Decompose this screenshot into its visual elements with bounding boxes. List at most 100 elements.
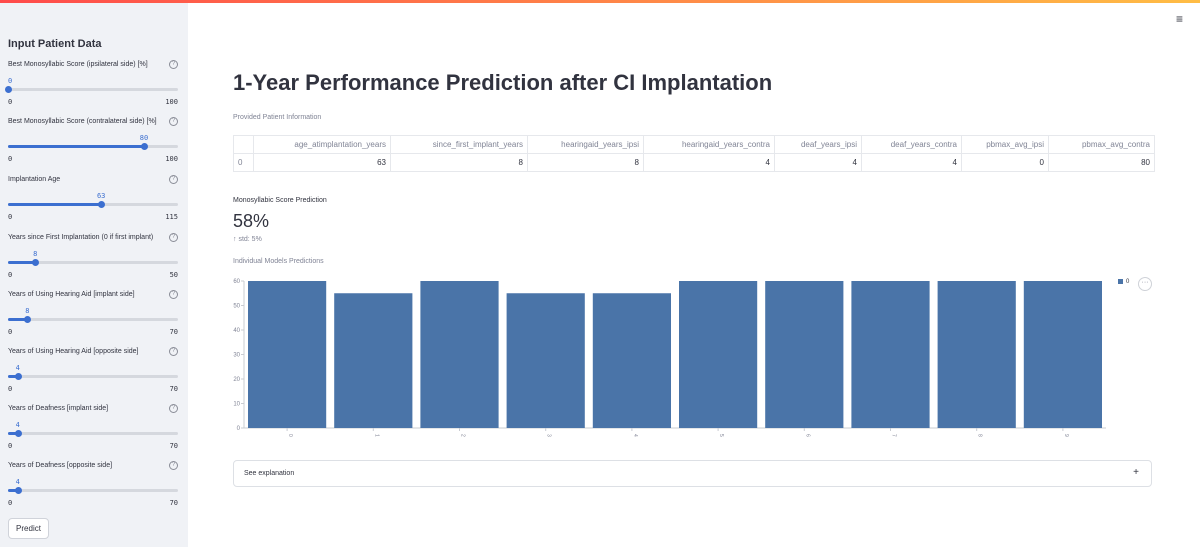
bar (506, 293, 585, 428)
slider-thumb[interactable] (14, 430, 22, 437)
slider-thumb[interactable] (5, 86, 12, 93)
x-tick-label: 2 (460, 434, 466, 437)
slider-track[interactable] (8, 201, 178, 208)
slider-max: 70 (169, 385, 178, 393)
column-header[interactable] (233, 135, 254, 154)
patient-info-table: age_atimplantation_years since_first_impl… (233, 135, 1155, 172)
slider-min: 0 (8, 271, 13, 279)
slider-track[interactable] (8, 373, 178, 380)
y-tick-label: 40 (233, 328, 240, 334)
slider-value: 63 (96, 192, 106, 200)
help-icon[interactable]: ? (169, 175, 178, 184)
table-cell: 0 (961, 153, 1049, 172)
slider-thumb[interactable] (14, 487, 22, 494)
metric-value: 58% (233, 211, 270, 231)
column-header[interactable]: pbmax_avg_contra (1048, 135, 1155, 154)
y-tick-label: 50 (233, 304, 240, 310)
slider-label: Years of Deafness [opposite side] (8, 462, 113, 469)
slider-min: 0 (8, 155, 13, 163)
slider-3[interactable]: Years since First Implantation (0 if fir… (8, 233, 178, 290)
table-body: 0 63 8 8 4 4 4 0 80 (233, 153, 1155, 172)
help-icon[interactable]: ? (169, 347, 178, 356)
slider-thumb[interactable] (24, 316, 32, 323)
slider-track[interactable] (8, 143, 178, 150)
help-icon[interactable]: ? (169, 290, 178, 299)
table-row: 0 63 8 8 4 4 4 0 80 (233, 153, 1155, 172)
legend-label: 0 (1126, 279, 1130, 286)
slider-4[interactable]: Years of Using Hearing Aid [implant side… (8, 290, 178, 347)
slider-1[interactable]: Best Monosyllabic Score (contralateral s… (8, 117, 178, 174)
slider-track[interactable] (8, 259, 178, 266)
slider-track[interactable] (5, 86, 178, 93)
column-header[interactable]: deaf_years_ipsi (774, 135, 862, 154)
slider-value: 8 (33, 250, 38, 258)
slider-value: 4 (15, 364, 20, 372)
table-cell: 80 (1048, 153, 1155, 172)
slider-max: 70 (169, 442, 178, 450)
help-icon[interactable]: ? (169, 60, 178, 69)
table-cell: 4 (861, 153, 962, 172)
slider-min: 0 (8, 328, 13, 336)
x-tick-label: 9 (1063, 434, 1069, 437)
chart-caption: Individual Models Predictions (233, 258, 324, 265)
slider-track[interactable] (8, 430, 178, 437)
slider-max: 70 (169, 328, 178, 336)
column-header[interactable]: pbmax_avg_ipsi (961, 135, 1049, 154)
slider-label: Years of Using Hearing Aid [implant side… (8, 291, 135, 298)
column-header[interactable]: hearingaid_years_contra (643, 135, 775, 154)
slider-6[interactable]: Years of Deafness [implant side]? 4 0 70 (8, 404, 178, 461)
column-header[interactable]: hearingaid_years_ipsi (527, 135, 644, 154)
metric-label: Monosyllabic Score Prediction (233, 197, 327, 204)
help-icon[interactable]: ? (169, 117, 178, 126)
chart-legend[interactable]: 0 (1118, 279, 1129, 285)
predict-button[interactable]: Predict (8, 518, 49, 539)
slider-min: 0 (8, 499, 13, 507)
column-header[interactable]: age_atimplantation_years (253, 135, 391, 154)
x-tick-label: 0 (287, 434, 293, 437)
y-tick-label: 10 (233, 402, 240, 408)
bar (937, 281, 1016, 428)
y-tick-label: 0 (237, 426, 241, 432)
bar (679, 281, 758, 428)
table-caption: Provided Patient Information (233, 114, 322, 121)
slider-thumb[interactable] (98, 201, 106, 208)
metric-delta: ↑ std: 5% (233, 236, 262, 243)
help-icon[interactable]: ? (169, 461, 178, 470)
slider-track[interactable] (8, 316, 178, 323)
explanation-expander[interactable]: See explanation + (233, 460, 1152, 487)
top-decoration-bar (0, 0, 1200, 3)
slider-thumb[interactable] (141, 143, 148, 150)
slider-value: 4 (15, 421, 20, 429)
bar (851, 281, 930, 428)
slider-5[interactable]: Years of Using Hearing Aid [opposite sid… (8, 347, 178, 404)
slider-track[interactable] (8, 487, 178, 494)
slider-label: Best Monosyllabic Score (ipsilateral sid… (8, 61, 148, 68)
slider-value: 80 (139, 134, 149, 142)
slider-7[interactable]: Years of Deafness [opposite side]? 4 0 70 (8, 461, 178, 518)
slider-0[interactable]: Best Monosyllabic Score (ipsilateral sid… (5, 60, 178, 117)
x-tick-label: 1 (373, 434, 379, 437)
slider-thumb[interactable] (14, 373, 22, 380)
slider-label: Years of Using Hearing Aid [opposite sid… (8, 348, 139, 355)
help-icon[interactable]: ? (169, 404, 178, 413)
chart-more-options-icon[interactable]: ··· (1138, 277, 1152, 291)
slider-2[interactable]: Implantation Age? 63 0 115 (8, 175, 178, 232)
main-menu-icon[interactable]: ≡ (1176, 12, 1184, 26)
slider-fill (8, 261, 36, 264)
y-tick-label: 20 (233, 377, 240, 383)
predictions-bar-chart: 0 10 20 30 40 50 60 0 1 2 3 4 5 6 7 8 9 (233, 279, 1106, 437)
bar (592, 293, 671, 428)
legend-swatch (1118, 279, 1123, 284)
help-icon[interactable]: ? (169, 233, 178, 242)
slider-value: 4 (15, 478, 20, 486)
column-header[interactable]: deaf_years_contra (861, 135, 962, 154)
slider-min: 0 (8, 385, 13, 393)
column-header[interactable]: since_first_implant_years (390, 135, 528, 154)
slider-thumb[interactable] (32, 259, 40, 266)
slider-fill (8, 432, 18, 435)
slider-fill (8, 318, 28, 321)
slider-fill (8, 489, 18, 492)
slider-max: 50 (169, 271, 178, 279)
slider-fill (8, 375, 18, 378)
slider-max: 100 (165, 98, 178, 106)
